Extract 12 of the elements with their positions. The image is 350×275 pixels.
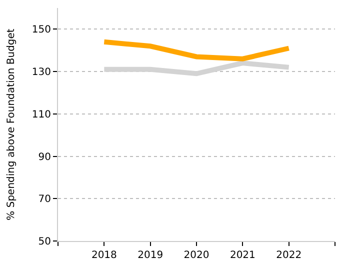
- y-tick-label: 110: [32, 109, 51, 120]
- y-axis-title: % Spending above Foundation Budget: [6, 28, 17, 220]
- y-tick-label: 90: [38, 152, 51, 163]
- x-tick-label: 2022: [276, 250, 302, 261]
- y-tick-label: 70: [38, 194, 51, 206]
- y-tick-label: 50: [38, 236, 51, 248]
- x-tick-label: 2020: [184, 250, 210, 261]
- x-tick-label: 2018: [91, 250, 117, 261]
- x-tick-label: 2021: [230, 250, 256, 261]
- y-tick-label: 130: [32, 67, 51, 78]
- y-tick-label: 150: [32, 24, 51, 36]
- x-tick-label: 2019: [138, 250, 164, 261]
